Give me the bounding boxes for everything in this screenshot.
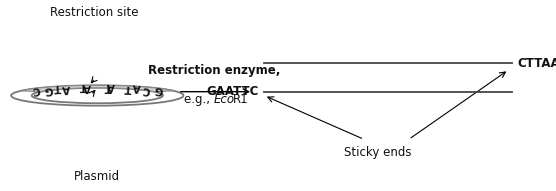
Text: G: G <box>44 84 53 95</box>
Text: CTTAAG: CTTAAG <box>517 57 556 70</box>
Text: C: C <box>142 84 150 95</box>
Text: Sticky ends: Sticky ends <box>344 146 412 159</box>
Text: GAATTC: GAATTC <box>206 85 259 98</box>
Text: T: T <box>105 82 112 92</box>
Text: A: A <box>82 82 91 92</box>
Text: T: T <box>80 81 87 91</box>
Polygon shape <box>21 85 173 92</box>
Text: R1: R1 <box>232 93 248 106</box>
Text: Restriction enzyme,: Restriction enzyme, <box>148 64 280 77</box>
Text: Plasmid: Plasmid <box>75 170 120 183</box>
Text: C: C <box>32 83 41 94</box>
Text: Restriction site: Restriction site <box>50 6 138 19</box>
Text: A: A <box>133 82 141 92</box>
Text: A: A <box>62 83 71 93</box>
Text: T: T <box>125 83 132 93</box>
Text: Eco: Eco <box>214 93 235 106</box>
Text: A: A <box>107 81 115 91</box>
Text: G: G <box>154 83 163 95</box>
Text: T: T <box>53 82 62 92</box>
Text: e.g.,: e.g., <box>184 93 214 106</box>
